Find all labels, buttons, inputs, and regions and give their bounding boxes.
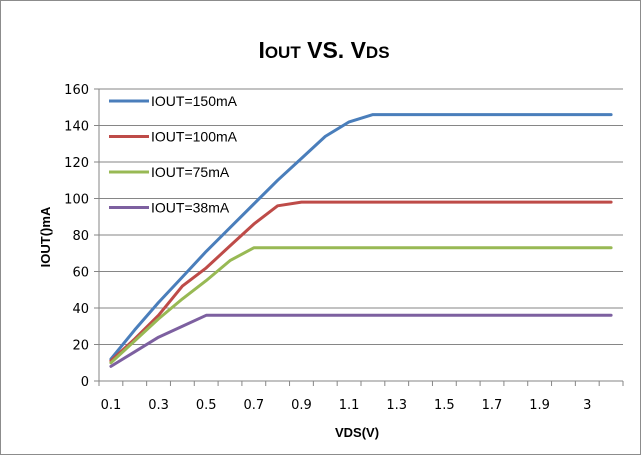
series-line <box>109 246 613 365</box>
x-tick-label: 0.3 <box>148 398 169 413</box>
y-tick-label: 160 <box>64 83 89 98</box>
x-tick-label: 1.7 <box>482 398 503 413</box>
series-line <box>109 113 613 361</box>
x-tick-label: 1.9 <box>529 398 550 413</box>
x-tick-label: 0.1 <box>101 398 122 413</box>
chart-title: IOUT VS. VDS <box>258 37 389 63</box>
legend-label: IOUT=38mA <box>151 200 230 216</box>
chart-title-part: DS <box>366 43 390 62</box>
y-axis-title: IOUT()mA <box>38 206 53 267</box>
x-tick-label: 3 <box>583 398 591 413</box>
series-lines <box>109 113 613 368</box>
legend-label: IOUT=75mA <box>151 164 230 180</box>
legend-label: IOUT=100mA <box>151 129 238 145</box>
x-tick-label: 1.1 <box>339 398 360 413</box>
legend: IOUT=150mA IOUT=100mA IOUT=75mA IOUT=38mA <box>109 93 238 216</box>
chart-title-part: I <box>258 37 264 63</box>
y-tick-label: 100 <box>64 193 89 208</box>
x-tick-label: 1.5 <box>434 398 455 413</box>
gridlines <box>99 88 623 345</box>
y-tick-label: 120 <box>64 156 89 171</box>
y-tick-label: 0 <box>81 375 89 390</box>
y-tick-label: 40 <box>72 302 89 317</box>
x-tick-label: 0.5 <box>196 398 217 413</box>
x-tick-label: 0.9 <box>291 398 312 413</box>
x-axis-title: VDS(V) <box>335 425 379 440</box>
y-tick-label: 140 <box>64 120 89 135</box>
series-line <box>109 313 613 368</box>
series-line <box>109 200 613 363</box>
y-tick-label: 60 <box>72 266 89 281</box>
chart-title-part: VS. V <box>301 37 367 63</box>
legend-label: IOUT=150mA <box>151 93 238 109</box>
x-tick-label: 0.7 <box>243 398 264 413</box>
axes: 0 20 40 60 80 100 120 140 160 0.1 0.3 0.5 0.7 0.9 1.1 1… <box>64 83 624 413</box>
x-tick-label: 1.3 <box>386 398 407 413</box>
y-tick-label: 20 <box>72 339 89 354</box>
chart-title-part: OUT <box>265 43 302 62</box>
y-tick-label: 80 <box>72 229 89 244</box>
